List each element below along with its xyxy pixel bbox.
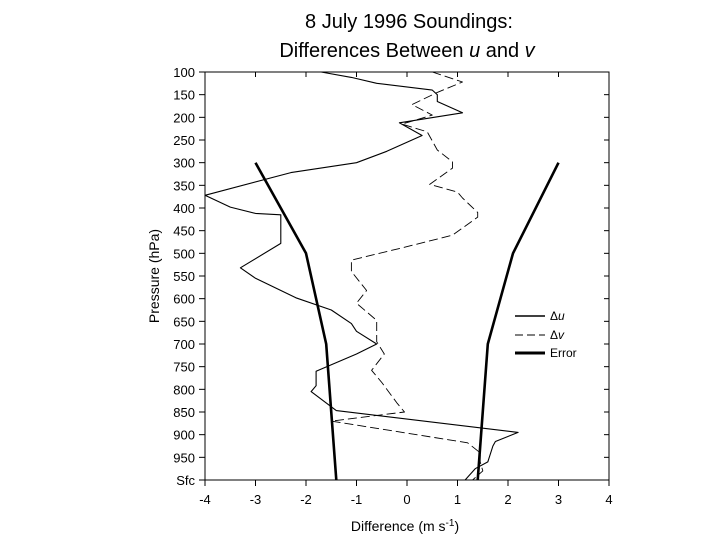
chart-title-line2: Differences Between u and v bbox=[279, 40, 535, 62]
y-tick-label-150: 150 bbox=[173, 88, 195, 103]
y-tick-label-400: 400 bbox=[173, 201, 195, 216]
series-layer bbox=[204, 71, 560, 481]
y-tick-label-950: 950 bbox=[173, 450, 195, 465]
legend-label-dv: Δv bbox=[550, 328, 565, 342]
chart-title-line1: 8 July 1996 Soundings: bbox=[305, 11, 513, 33]
legend-label-error: Error bbox=[550, 346, 577, 360]
y-tick-label-200: 200 bbox=[173, 110, 195, 125]
y-tick-label-600: 600 bbox=[173, 292, 195, 307]
y-tick-label-850: 850 bbox=[173, 405, 195, 420]
x-tick-label--3: -3 bbox=[250, 492, 262, 507]
y-tick-label-800: 800 bbox=[173, 382, 195, 397]
y-tick-label-Sfc: Sfc bbox=[176, 473, 195, 488]
y-tick-label-550: 550 bbox=[173, 269, 195, 284]
x-tick-label--1: -1 bbox=[351, 492, 363, 507]
y-tick-label-650: 650 bbox=[173, 314, 195, 329]
y-tick-label-900: 900 bbox=[173, 428, 195, 443]
y-tick-label-500: 500 bbox=[173, 246, 195, 261]
y-tick-label-350: 350 bbox=[173, 178, 195, 193]
x-tick-label-1: 1 bbox=[454, 492, 461, 507]
series-line-du bbox=[204, 71, 519, 481]
x-tick-label-4: 4 bbox=[605, 492, 612, 507]
x-tick-label-0: 0 bbox=[403, 492, 410, 507]
series-line-dv bbox=[330, 71, 484, 481]
y-tick-label-100: 100 bbox=[173, 65, 195, 80]
x-axis-label: Difference (m s-1) bbox=[351, 518, 459, 534]
y-axis: 100 150 200 250 300 350 400 450 500 550 600 650 700 7… bbox=[173, 65, 609, 488]
y-tick-label-300: 300 bbox=[173, 156, 195, 171]
series-line-error_left bbox=[254, 162, 338, 481]
x-tick-label-2: 2 bbox=[504, 492, 511, 507]
x-tick-label--4: -4 bbox=[199, 492, 211, 507]
legend-label-du: Δu bbox=[550, 309, 565, 323]
y-tick-label-700: 700 bbox=[173, 337, 195, 352]
x-axis: -4 -3 -2 -1 0 1 2 3 4 bbox=[199, 72, 613, 507]
legend: Δu Δv Error bbox=[515, 309, 577, 360]
y-tick-label-450: 450 bbox=[173, 224, 195, 239]
y-tick-label-750: 750 bbox=[173, 360, 195, 375]
x-tick-label-3: 3 bbox=[555, 492, 562, 507]
x-tick-label--2: -2 bbox=[300, 492, 312, 507]
series-line-error_right bbox=[476, 162, 560, 481]
y-axis-label: Pressure (hPa) bbox=[146, 229, 162, 323]
y-tick-label-250: 250 bbox=[173, 133, 195, 148]
